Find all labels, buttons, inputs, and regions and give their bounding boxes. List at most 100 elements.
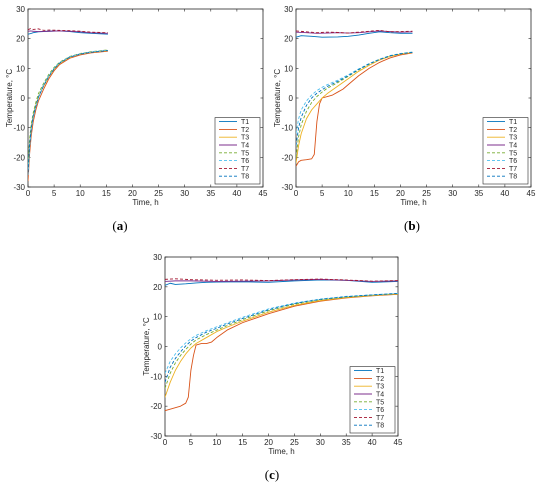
legend-label-T4: T4 [376, 392, 384, 399]
legend-label-T7: T7 [376, 415, 384, 422]
y-tick-label: -30 [150, 432, 162, 441]
panel-caption-c: (c) [265, 467, 279, 482]
series-line-T2 [28, 50, 108, 182]
chart-c: 0 5 10 15 20 25 30 35 40 45 -30 -20 -10 0 10 20 30 Time, … [142, 253, 403, 482]
x-tick-label: 15 [102, 189, 111, 198]
caption-letter: b [408, 218, 415, 233]
x-tick-label: 25 [290, 438, 299, 447]
y-tick-label: 20 [284, 35, 293, 44]
x-tick-label: 30 [316, 438, 325, 447]
legend-label-T8: T8 [376, 423, 384, 430]
y-tick-label: -10 [150, 372, 162, 381]
legend-label-T7: T7 [509, 166, 517, 173]
series-line-T5 [28, 49, 108, 164]
legend-label-T7: T7 [241, 166, 249, 173]
legend-label-T4: T4 [509, 143, 517, 150]
legend-box [349, 366, 396, 434]
series-line-T6 [165, 292, 398, 374]
y-tick-label: 0 [21, 94, 26, 103]
caption-close: ) [416, 218, 420, 233]
x-axis-label: Time, h [268, 447, 294, 456]
series-line-T4 [28, 30, 108, 34]
series-line-T8 [296, 51, 413, 146]
x-tick-label: 35 [474, 189, 483, 198]
y-tick-label: -20 [281, 153, 293, 162]
x-tick-label: 10 [76, 189, 85, 198]
x-tick-label: 10 [344, 189, 353, 198]
x-tick-label: 25 [422, 189, 431, 198]
x-tick-label: 20 [396, 189, 405, 198]
x-tick-label: 35 [206, 189, 215, 198]
series-line-T7 [296, 29, 413, 34]
legend-label-T5: T5 [509, 150, 517, 157]
legend-label-T5: T5 [241, 150, 249, 157]
series-line-T6 [296, 51, 413, 134]
y-axis-label: Temperature, °C [273, 69, 282, 128]
series-line-T3 [296, 52, 413, 164]
caption-close: ) [275, 467, 279, 482]
panel-caption-a: (a) [112, 218, 127, 233]
x-tick-label: 5 [189, 438, 194, 447]
x-tick-label: 45 [259, 189, 268, 198]
y-tick-label: -10 [281, 124, 293, 133]
y-tick-label: -30 [281, 183, 293, 192]
series-line-T7 [165, 278, 398, 282]
series-line-T2 [165, 293, 398, 412]
x-tick-label: 0 [294, 189, 299, 198]
legend-label-T6: T6 [509, 158, 517, 165]
legend-label-T3: T3 [376, 384, 384, 391]
legend-label-T3: T3 [241, 135, 249, 142]
y-tick-label: -20 [150, 402, 162, 411]
caption-letter: c [269, 467, 275, 482]
legend-label-T6: T6 [241, 158, 249, 165]
caption-open: ( [265, 467, 269, 482]
x-tick-label: 45 [527, 189, 536, 198]
y-tick-label: -10 [13, 124, 25, 133]
x-tick-label: 20 [264, 438, 273, 447]
panel-caption-b: (b) [404, 218, 420, 233]
legend-label-T1: T1 [241, 119, 249, 126]
series-line-T8 [165, 292, 398, 383]
y-tick-label: -30 [13, 183, 25, 192]
caption-close: ) [123, 218, 127, 233]
series-group [28, 28, 108, 182]
series-group [296, 29, 413, 167]
series-line-T5 [165, 293, 398, 389]
legend-label-T2: T2 [241, 127, 249, 134]
x-tick-label: 40 [232, 189, 241, 198]
x-tick-label: 10 [212, 438, 221, 447]
x-tick-label: 15 [238, 438, 247, 447]
x-axis-label: Time, h [400, 198, 426, 207]
y-tick-label: 20 [153, 283, 162, 292]
x-tick-label: 0 [163, 438, 168, 447]
x-tick-label: 40 [368, 438, 377, 447]
legend-label-T1: T1 [509, 119, 517, 126]
series-line-T8 [28, 50, 108, 173]
legend-label-T2: T2 [509, 127, 517, 134]
y-tick-label: -20 [13, 153, 25, 162]
y-tick-label: 30 [16, 5, 25, 14]
y-tick-label: 20 [16, 35, 25, 44]
legend-label-T1: T1 [376, 368, 384, 375]
legend-label-T3: T3 [509, 135, 517, 142]
x-tick-label: 30 [448, 189, 457, 198]
y-axis-label: Temperature, °C [5, 69, 14, 128]
legend-label-T4: T4 [241, 143, 249, 150]
legend-box [214, 117, 261, 185]
y-tick-label: 0 [289, 94, 294, 103]
series-line-T4 [165, 278, 398, 282]
y-tick-label: 10 [153, 313, 162, 322]
x-axis-label: Time, h [132, 198, 158, 207]
y-tick-label: 10 [16, 64, 25, 73]
y-tick-label: 30 [153, 253, 162, 262]
y-axis-label: Temperature, °C [142, 317, 151, 376]
series-group [165, 278, 398, 412]
x-tick-label: 40 [500, 189, 509, 198]
series-line-T7 [28, 28, 108, 34]
series-line-T3 [165, 293, 398, 398]
legend-label-T6: T6 [376, 407, 384, 414]
